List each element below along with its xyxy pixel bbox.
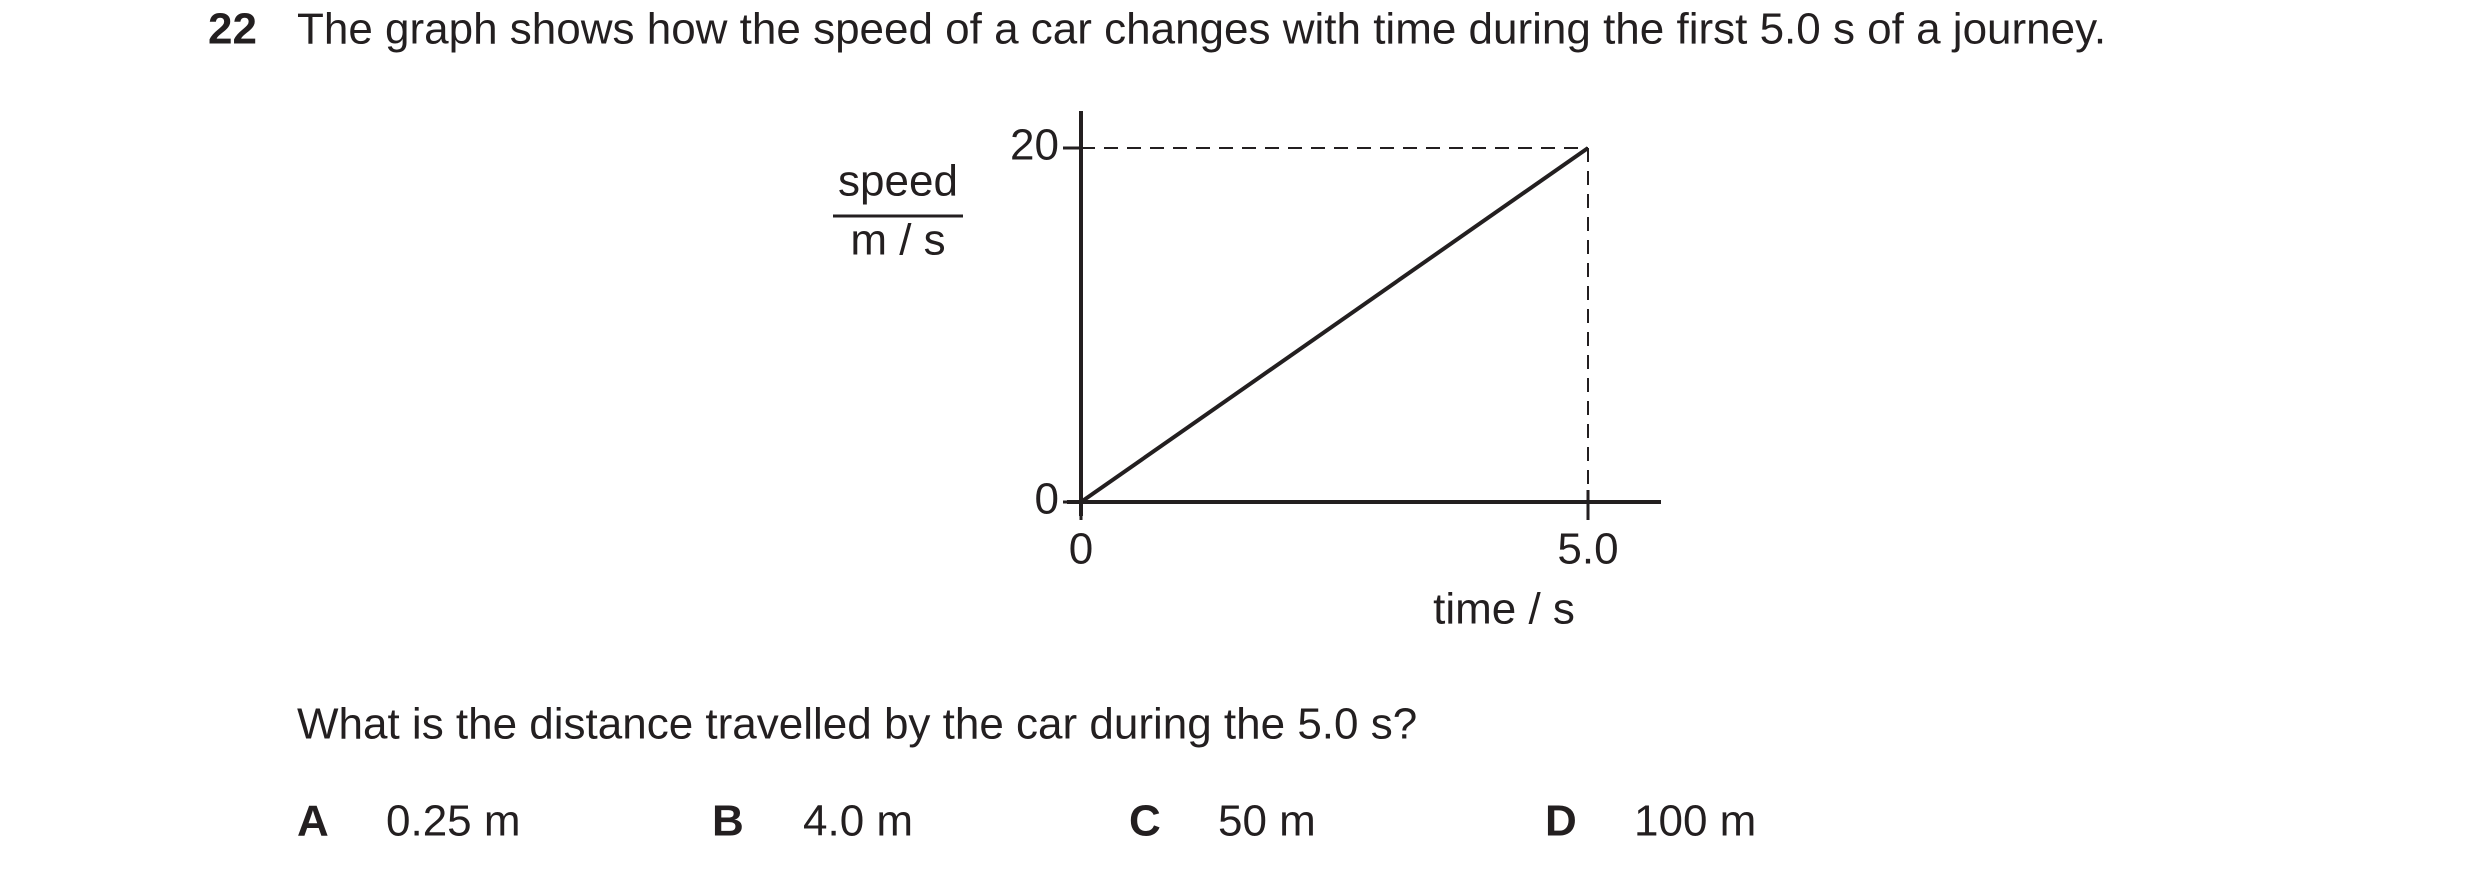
option-letter: B [712,797,744,846]
option-text: 100 m [1634,797,1756,846]
question-number: 22 [208,5,257,54]
question-prompt: What is the distance travelled by the ca… [297,700,1417,749]
option-letter: C [1129,797,1161,846]
question-text: The graph shows how the speed of a car c… [297,5,2106,54]
y-tick-label: 0 [1035,475,1059,524]
x-tick-label: 0 [1069,525,1093,574]
option-letter: A [297,797,329,846]
option-text: 4.0 m [803,797,913,846]
x-axis-label: time / s [1433,585,1575,634]
option-text: 0.25 m [386,797,521,846]
y-axis-unit: m / s [850,216,945,265]
y-axis-label: speed [838,157,958,206]
y-tick-label: 20 [1010,121,1059,170]
option-text: 50 m [1218,797,1316,846]
option-letter: D [1545,797,1577,846]
data-line [1079,146,1590,504]
x-tick-label: 5.0 [1557,525,1618,574]
